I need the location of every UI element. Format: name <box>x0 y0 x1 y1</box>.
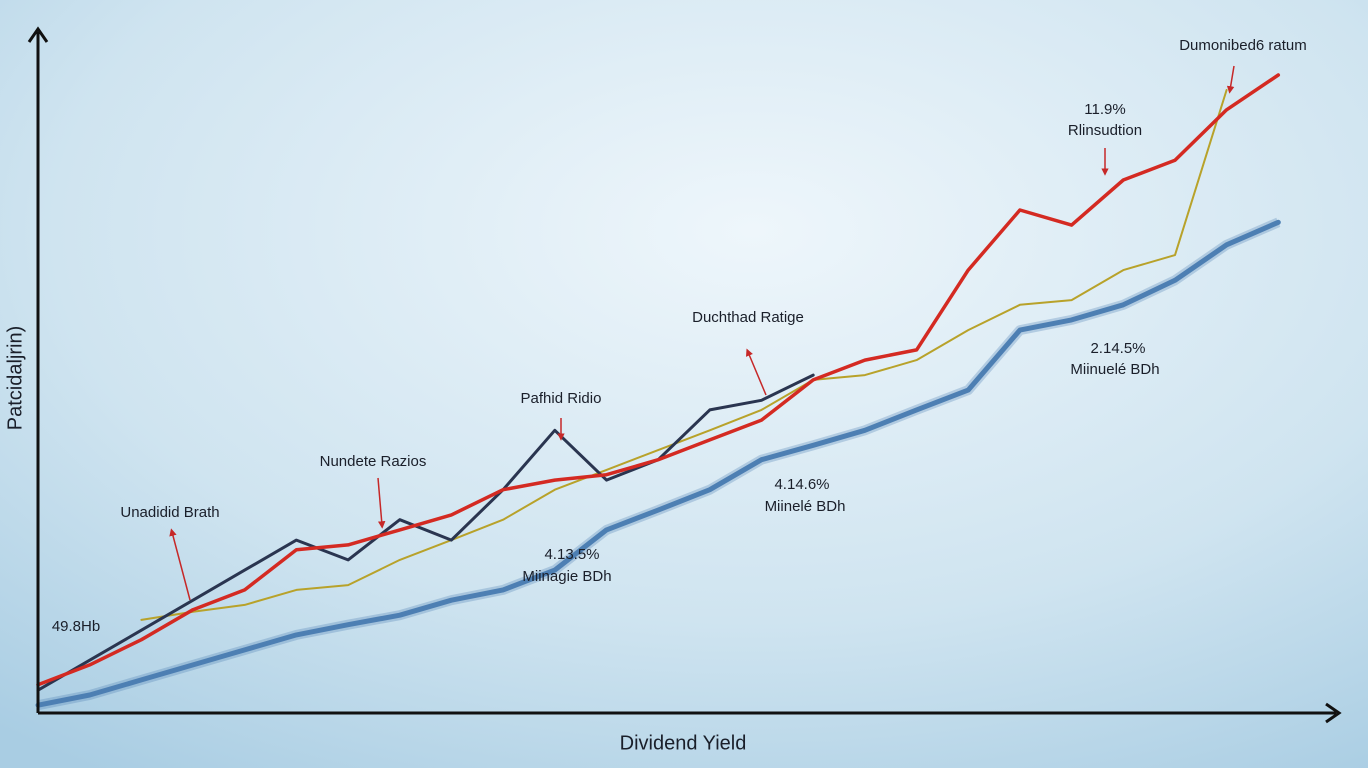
annotation: Duchthad Ratige <box>692 309 804 326</box>
series-line <box>140 89 1228 621</box>
y-axis-label: Patcidaljrin) <box>4 326 26 430</box>
annotation: Rlinsudtion <box>1068 122 1142 139</box>
annotation-arrow <box>377 477 386 529</box>
annotation: Unadidid Brath <box>120 504 219 521</box>
series-line <box>36 373 815 692</box>
annotation: Dumonibed6 ratum <box>1179 37 1307 54</box>
annotation: 2.14.5% <box>1090 340 1145 357</box>
series-line <box>35 219 1281 708</box>
annotation: Miinelé BDh <box>765 498 846 515</box>
annotation: 49.8Hb <box>52 618 100 635</box>
annotation: Pafhid Ridio <box>521 390 602 407</box>
plot-area <box>35 73 1281 711</box>
annotation: 4.14.6% <box>774 476 829 493</box>
annotation: 4.13.5% <box>544 546 599 563</box>
annotation-arrow <box>1226 65 1235 94</box>
axes <box>27 26 1342 724</box>
annotation: 11.9% <box>1084 101 1125 118</box>
annotation: Miinuelé BDh <box>1070 361 1159 378</box>
annotation-arrow <box>169 528 191 601</box>
annotation-arrow <box>745 348 767 396</box>
annotation: Miinagie BDh <box>522 568 611 585</box>
x-axis-arrow <box>1325 702 1342 724</box>
x-axis-label: Dividend Yield <box>620 732 747 754</box>
series-line <box>36 73 1281 687</box>
y-axis-arrow <box>27 26 49 43</box>
annotation: Nundete Razios <box>320 453 427 470</box>
